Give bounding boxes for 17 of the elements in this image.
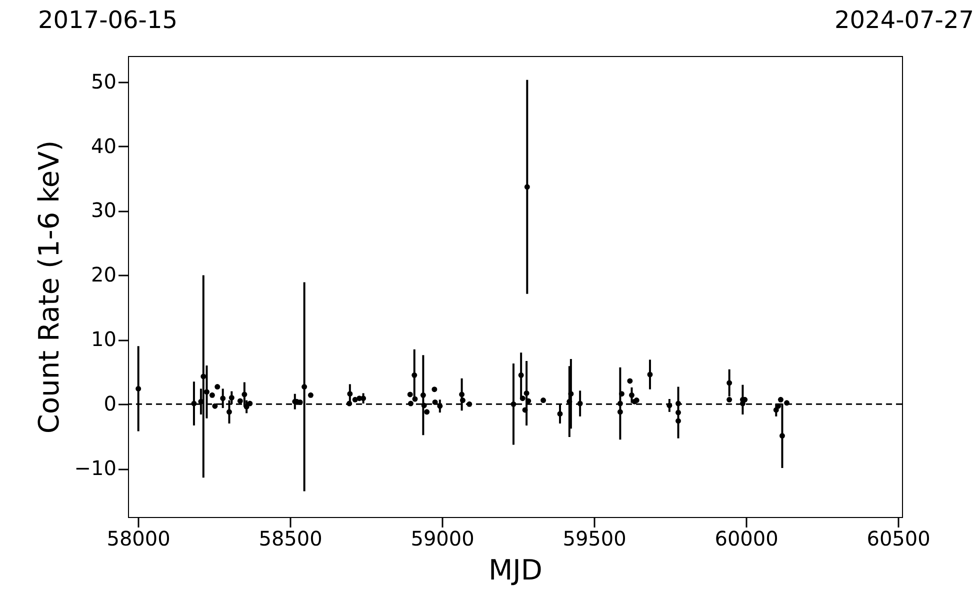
x-tick-label: 59000: [410, 526, 474, 550]
x-tick-label: 58000: [106, 526, 170, 550]
y-tick-label: 0: [104, 392, 116, 416]
y-tick-label: −10: [74, 456, 116, 480]
y-tick-label: 50: [91, 69, 116, 94]
text: 2024-07-27: [834, 6, 974, 34]
x-tick-label: 60500: [866, 526, 930, 550]
x-tick-label: 58500: [258, 526, 322, 550]
y-tick-label: 10: [91, 327, 116, 352]
x-axis-title: MJD: [488, 554, 542, 586]
y-axis-title: Count Rate (1-6 keV): [32, 140, 66, 434]
y-tick-label: 20: [91, 262, 116, 287]
y-tick-label: 30: [91, 198, 116, 222]
y-tick-label: 40: [91, 134, 116, 158]
text: 2017-06-15: [38, 6, 178, 34]
x-tick-label: 59500: [562, 526, 626, 550]
x-tick-label: 60000: [714, 526, 778, 550]
